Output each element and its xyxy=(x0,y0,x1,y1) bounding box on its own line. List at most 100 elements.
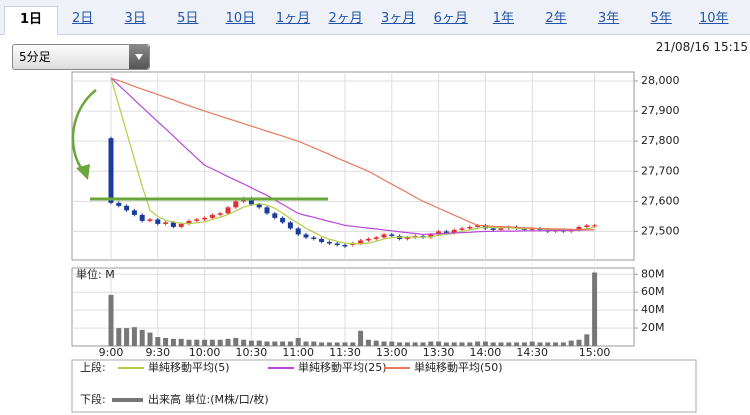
volume-bar xyxy=(436,341,442,346)
tab[interactable]: 1年 xyxy=(492,11,515,26)
candle-body xyxy=(131,210,137,215)
candle-body xyxy=(498,228,504,230)
tab[interactable]: 3ヶ月 xyxy=(381,11,416,26)
volume-bar xyxy=(592,272,598,346)
tab[interactable]: 10日 xyxy=(225,11,256,26)
ma-line xyxy=(110,77,595,231)
volume-bar xyxy=(139,329,145,346)
candle-body xyxy=(147,219,153,221)
candle-body xyxy=(334,243,340,245)
x-tick-label: 10:00 xyxy=(189,346,221,359)
y-tick-label: 27,500 xyxy=(641,224,680,237)
candle-body xyxy=(443,231,449,233)
volume-bar xyxy=(420,342,426,346)
volume-bar xyxy=(475,341,481,346)
candle-body xyxy=(280,217,286,223)
candle-body xyxy=(326,241,332,244)
x-tick-label: 15:00 xyxy=(579,346,611,359)
volume-bar xyxy=(428,341,434,346)
candle-body xyxy=(373,237,379,239)
volume-bar xyxy=(404,342,410,346)
volume-bar xyxy=(498,342,504,346)
volume-bar xyxy=(506,342,512,346)
candle-body xyxy=(311,237,317,239)
tab[interactable]: 5日 xyxy=(177,11,199,26)
volume-bar xyxy=(272,341,278,346)
volume-bar xyxy=(131,327,137,346)
candle-body xyxy=(248,198,254,205)
volume-bar xyxy=(287,341,293,346)
x-tick-label: 9:00 xyxy=(99,346,124,359)
candle-body xyxy=(358,240,364,244)
volume-bar xyxy=(334,342,340,346)
volume-bar xyxy=(490,342,496,346)
volume-bar xyxy=(311,341,317,346)
candle-body xyxy=(116,202,122,206)
y-tick-label: 20M xyxy=(641,321,665,334)
volume-bar xyxy=(373,340,379,346)
y-tick-label: 27,800 xyxy=(641,134,680,147)
select-arrow xyxy=(129,45,149,69)
candle-body xyxy=(303,234,309,238)
volume-bar xyxy=(521,342,527,346)
volume-bar xyxy=(303,341,309,346)
candle-body xyxy=(194,219,200,221)
candle-body xyxy=(592,225,598,227)
candle-body xyxy=(186,220,192,224)
candle-body xyxy=(584,225,590,227)
volume-bar xyxy=(147,332,153,346)
volume-bar xyxy=(576,339,582,346)
legend-label: 単純移動平均(25) xyxy=(298,360,387,374)
tab[interactable]: 2年 xyxy=(545,11,567,26)
tab[interactable]: 3年 xyxy=(597,11,620,26)
volume-bar xyxy=(124,328,130,346)
volume-bar xyxy=(529,341,535,346)
tab[interactable]: 1日 xyxy=(4,6,58,35)
volume-bar xyxy=(568,340,574,346)
volume-bar xyxy=(560,342,566,346)
volume-bar xyxy=(209,339,215,346)
timestamp: 21/08/16 15:15 xyxy=(655,40,748,54)
tab-bar: 1日 2日 3日 5日 10日 1ヶ月 2ヶ月 3ヶ月 6ヶ月 1年 2年 3年 5年 10年 xyxy=(0,0,750,35)
candle-body xyxy=(576,226,582,230)
volume-bar xyxy=(264,341,270,346)
x-tick-label: 9:30 xyxy=(145,346,170,359)
candle-body xyxy=(264,207,270,214)
tab[interactable]: 2ヶ月 xyxy=(328,11,363,26)
tab[interactable]: 10年 xyxy=(699,11,729,26)
candle-body xyxy=(170,222,176,227)
tab[interactable]: 1ヶ月 xyxy=(275,11,311,26)
candle-body xyxy=(436,231,442,235)
volume-bar xyxy=(459,342,465,346)
volume-bar xyxy=(116,328,122,346)
tab[interactable]: 6ヶ月 xyxy=(433,11,468,26)
volume-bar xyxy=(163,337,169,346)
tab[interactable]: 5年 xyxy=(650,11,672,26)
volume-bar xyxy=(553,342,559,346)
candle-body xyxy=(490,228,496,230)
legend-title: 下段: xyxy=(80,392,106,406)
candle-body xyxy=(459,228,465,230)
volume-bar xyxy=(584,334,590,346)
interval-select[interactable]: 5分足 xyxy=(12,44,150,70)
volume-bar xyxy=(319,342,325,346)
annotation-arrowhead xyxy=(76,164,90,180)
volume-bar xyxy=(186,339,192,346)
volume-bar xyxy=(280,341,286,346)
unit-label: 単位: M xyxy=(76,267,115,281)
volume-bar xyxy=(389,341,395,346)
y-tick-label: 80M xyxy=(641,267,665,280)
x-tick-label: 10:30 xyxy=(236,346,268,359)
legend-label: 単純移動平均(50) xyxy=(414,360,503,374)
tab[interactable]: 3日 xyxy=(124,11,146,26)
tab[interactable]: 2日 xyxy=(71,11,94,26)
x-tick-label: 14:30 xyxy=(516,346,548,359)
candle-body xyxy=(428,234,434,238)
annotation-arrow xyxy=(71,89,97,173)
volume-bar xyxy=(412,342,418,346)
volume-bar xyxy=(170,338,176,346)
x-tick-label: 13:00 xyxy=(376,346,408,359)
candle-body xyxy=(139,214,145,221)
